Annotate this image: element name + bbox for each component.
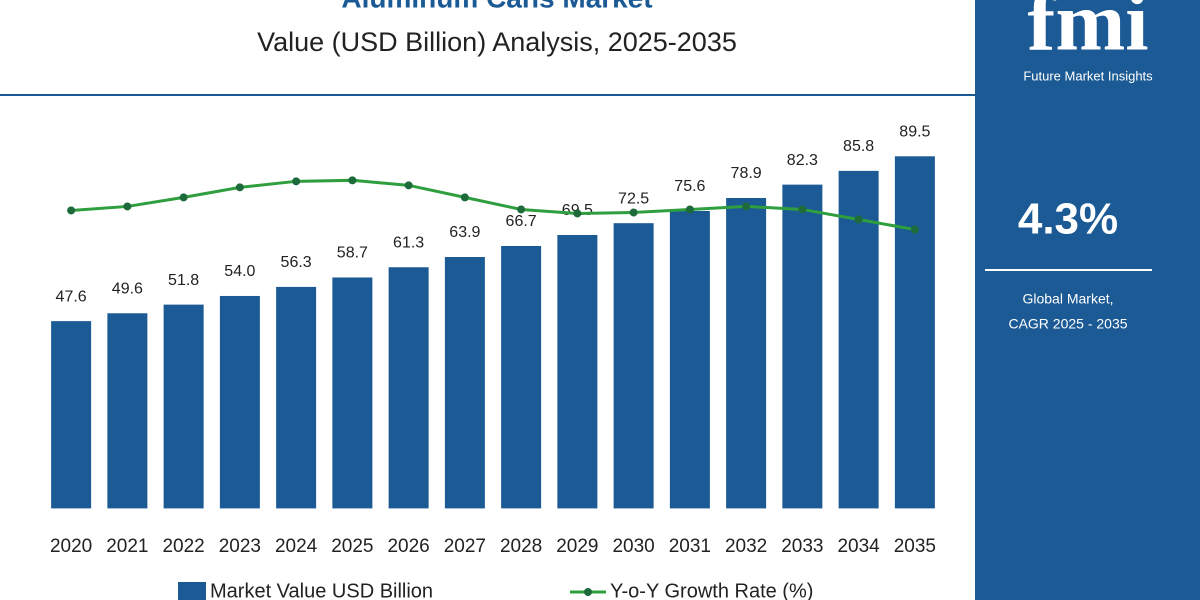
kpi: 4.3% — [1018, 195, 1118, 244]
x-tick-label: 2020 — [50, 536, 92, 557]
x-tick-label: 2026 — [387, 536, 429, 557]
value-label: 56.3 — [281, 254, 312, 271]
line-point — [910, 225, 919, 234]
line-point — [348, 176, 357, 185]
bar — [332, 277, 373, 509]
value-label: 82.3 — [787, 152, 818, 169]
line-point — [404, 181, 413, 190]
bar — [219, 295, 260, 509]
bar — [388, 267, 429, 509]
x-tick-label: 2027 — [444, 536, 486, 557]
kpi-caption: CAGR 2025 - 2035 — [1008, 316, 1127, 332]
x-tick-label: 2023 — [219, 536, 261, 557]
legend-swatch — [584, 588, 592, 596]
value-label: 51.8 — [168, 272, 199, 289]
x-tick-label: 2033 — [781, 536, 823, 557]
line-point — [292, 177, 301, 186]
chart-title: Aluminum Cans Market — [341, 0, 652, 13]
bar — [444, 257, 485, 509]
bar — [726, 198, 767, 509]
value-label: 61.3 — [393, 234, 424, 251]
bar — [163, 304, 204, 509]
side-panel — [975, 0, 1200, 600]
x-tick-label: 2030 — [612, 536, 654, 557]
value-label: 49.6 — [112, 280, 143, 297]
line-point — [517, 205, 526, 214]
value-label: 78.9 — [731, 165, 762, 182]
line-point — [460, 193, 469, 202]
x-tick-label: 2031 — [669, 536, 711, 557]
line-point — [235, 183, 244, 192]
chart-subtitle: Value (USD Billion) Analysis, 2025-2035 — [257, 27, 737, 57]
legend-label: Market Value USD Billion — [210, 580, 433, 600]
line-point — [573, 209, 582, 218]
value-label: 54.0 — [224, 263, 255, 280]
x-tick-label: 2024 — [275, 536, 318, 557]
bar — [613, 223, 654, 509]
value-label: 63.9 — [449, 224, 480, 241]
bar — [782, 184, 823, 509]
line-point — [685, 205, 694, 214]
value-label: 72.5 — [618, 190, 649, 207]
bar — [669, 210, 710, 509]
value-label: 47.6 — [56, 288, 87, 305]
logo: fmi — [1027, 0, 1148, 68]
brand: Future Market Insights — [1023, 68, 1153, 83]
value-label: 75.6 — [674, 178, 705, 195]
value-label: 66.7 — [506, 213, 537, 230]
x-tick-label: 2025 — [331, 536, 373, 557]
x-tick-label: 2028 — [500, 536, 542, 557]
bar — [51, 321, 92, 509]
line-point — [629, 208, 638, 217]
line-point — [742, 202, 751, 211]
kpi-caption: Global Market, — [1022, 291, 1113, 307]
bar — [501, 246, 542, 509]
x-tick-label: 2032 — [725, 536, 767, 557]
bar — [557, 234, 598, 509]
legend-label: Y-o-Y Growth Rate (%) — [610, 580, 813, 600]
bar — [838, 170, 879, 509]
line-point — [798, 205, 807, 214]
bar — [107, 313, 148, 509]
line-point — [67, 206, 76, 215]
x-tick-label: 2029 — [556, 536, 598, 557]
bar — [894, 156, 935, 509]
x-tick-label: 2022 — [162, 536, 204, 557]
value-label: 58.7 — [337, 245, 368, 262]
bar — [276, 286, 317, 509]
x-tick-label: 2021 — [106, 536, 148, 557]
legend-swatch — [178, 582, 206, 600]
value-label: 85.8 — [843, 138, 874, 155]
line-point — [179, 193, 188, 202]
line-point — [123, 202, 132, 211]
x-tick-label: 2035 — [894, 536, 936, 557]
x-tick-label: 2034 — [837, 536, 880, 557]
line-point — [854, 215, 863, 224]
line — [71, 178, 916, 232]
value-label: 89.5 — [899, 124, 930, 141]
